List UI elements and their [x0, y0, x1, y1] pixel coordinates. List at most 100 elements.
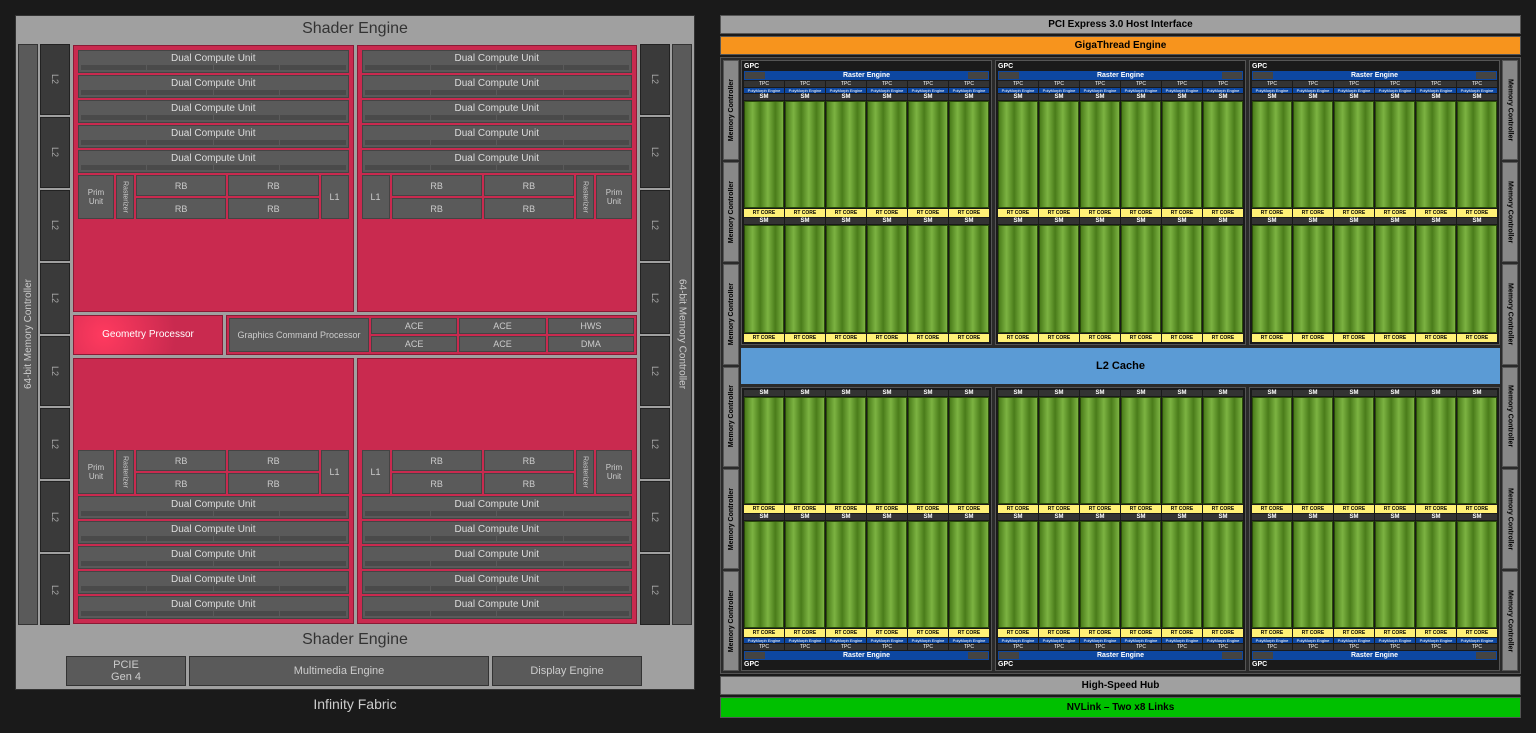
rt-core: RT CORE: [1252, 334, 1292, 342]
polymorph-engine-row: PolyMorph EnginePolyMorph EnginePolyMorp…: [998, 638, 1243, 643]
polymorph-engine: PolyMorph Engine: [1162, 638, 1202, 643]
sm-label: SM: [1080, 94, 1120, 100]
tpc-label: TPC: [1334, 644, 1374, 650]
tpc-label: TPC: [908, 81, 948, 87]
tpc-label: TPC: [867, 644, 907, 650]
sm-label: SM: [908, 390, 948, 396]
cuda-core-column: [1375, 225, 1415, 332]
sm-label: SM: [1162, 94, 1202, 100]
cuda-cores-row: [744, 101, 989, 208]
pcie-gen-4-block: PCIEGen 4: [66, 656, 186, 686]
sm-label-row: SMSMSMSMSMSM: [998, 514, 1243, 520]
sm-label-row: SMSMSMSMSMSM: [1252, 94, 1497, 100]
shader-engine-label-top: Shader Engine: [16, 16, 694, 42]
sm-label: SM: [1203, 514, 1243, 520]
rt-core: RT CORE: [949, 629, 989, 637]
sm-label: SM: [826, 94, 866, 100]
rasterizer: Rasterizer: [576, 450, 594, 494]
prim-unit: PrimUnit: [596, 450, 632, 494]
gpc: GPCRaster EngineTPCTPCTPCTPCTPCTPCPolyMo…: [741, 387, 992, 672]
cuda-cores-row: [1252, 521, 1497, 628]
l2-cache-slice: L2: [640, 44, 670, 115]
tpc-label: TPC: [1203, 644, 1243, 650]
hws-block: HWS: [548, 318, 634, 334]
cuda-cores-row: [1252, 397, 1497, 504]
cuda-core-column: [949, 521, 989, 628]
rt-core: RT CORE: [1416, 505, 1456, 513]
rasterizer: Rasterizer: [576, 175, 594, 219]
ace-block: ACE: [459, 318, 545, 334]
l1-cache: L1: [362, 175, 390, 219]
shader-array: Dual Compute UnitDual Compute UnitDual C…: [73, 45, 354, 312]
sm-label: SM: [1162, 218, 1202, 224]
tpc-label: TPC: [1080, 81, 1120, 87]
tpc-label: TPC: [949, 644, 989, 650]
rt-core: RT CORE: [908, 334, 948, 342]
rt-core: RT CORE: [785, 209, 825, 217]
tpc-label-row: TPCTPCTPCTPCTPCTPC: [744, 644, 989, 650]
sm-label-row: SMSMSMSMSMSM: [998, 94, 1243, 100]
rt-core: RT CORE: [1252, 629, 1292, 637]
tpc-label-row: TPCTPCTPCTPCTPCTPC: [1252, 81, 1497, 87]
gpc-label: GPC: [744, 63, 989, 70]
cuda-core-column: [1375, 397, 1415, 504]
cuda-core-column: [949, 225, 989, 332]
rt-core: RT CORE: [1080, 505, 1120, 513]
tpc-label: TPC: [1416, 644, 1456, 650]
l2-cache-slice: L2: [40, 44, 70, 115]
dual-compute-unit: Dual Compute Unit: [78, 496, 349, 519]
cuda-cores-row: [1252, 225, 1497, 332]
dual-compute-unit: Dual Compute Unit: [362, 125, 633, 148]
cuda-core-column: [1162, 397, 1202, 504]
render-backend: RB: [392, 450, 482, 471]
sm-label: SM: [908, 218, 948, 224]
rt-core: RT CORE: [949, 209, 989, 217]
rt-core: RT CORE: [1162, 505, 1202, 513]
sm-label: SM: [1375, 514, 1415, 520]
rt-core: RT CORE: [744, 505, 784, 513]
cuda-core-column: [826, 101, 866, 208]
polymorph-engine-row: PolyMorph EnginePolyMorph EnginePolyMorp…: [998, 88, 1243, 93]
cuda-core-column: [1162, 225, 1202, 332]
rt-core: RT CORE: [1162, 629, 1202, 637]
sm-label: SM: [1039, 514, 1079, 520]
tpc-label: TPC: [1203, 81, 1243, 87]
sm-label: SM: [785, 390, 825, 396]
sm-label: SM: [826, 218, 866, 224]
rt-core: RT CORE: [785, 334, 825, 342]
polymorph-engine: PolyMorph Engine: [744, 638, 784, 643]
polymorph-engine: PolyMorph Engine: [1203, 638, 1243, 643]
rt-core: RT CORE: [1039, 505, 1079, 513]
rt-core-row: RT CORERT CORERT CORERT CORERT CORERT CO…: [998, 629, 1243, 637]
cuda-core-column: [1416, 225, 1456, 332]
cuda-core-column: [1334, 397, 1374, 504]
render-backend: RB: [228, 450, 318, 471]
render-backend: RB: [228, 473, 318, 494]
cuda-core-column: [908, 521, 948, 628]
rt-core: RT CORE: [998, 334, 1038, 342]
rt-core-row: RT CORERT CORERT CORERT CORERT CORERT CO…: [998, 209, 1243, 217]
render-backend: RB: [392, 473, 482, 494]
amd-center: Dual Compute UnitDual Compute UnitDual C…: [70, 42, 640, 627]
rt-core: RT CORE: [826, 334, 866, 342]
dual-compute-unit: Dual Compute Unit: [362, 150, 633, 173]
dual-compute-unit: Dual Compute Unit: [362, 496, 633, 519]
cuda-core-column: [744, 101, 784, 208]
polymorph-engine: PolyMorph Engine: [998, 638, 1038, 643]
command-processor-row: Geometry Processor Graphics Command Proc…: [73, 315, 637, 355]
polymorph-engine-row: PolyMorph EnginePolyMorph EnginePolyMorp…: [744, 638, 989, 643]
memory-controller-left-1: 64-bit Memory Controller: [18, 44, 38, 625]
tpc-label: TPC: [1375, 81, 1415, 87]
cuda-core-column: [744, 397, 784, 504]
display-engine-block: Display Engine: [492, 656, 642, 686]
pci-express-bar: PCI Express 3.0 Host Interface: [720, 15, 1521, 34]
dual-compute-unit: Dual Compute Unit: [362, 100, 633, 123]
raster-engine: Raster Engine: [1252, 71, 1497, 80]
tpc-label: TPC: [785, 644, 825, 650]
polymorph-engine: PolyMorph Engine: [1375, 88, 1415, 93]
cuda-core-column: [1121, 397, 1161, 504]
l2-cache-slice: L2: [40, 190, 70, 261]
rt-core: RT CORE: [744, 629, 784, 637]
l2-cache-slice: L2: [640, 263, 670, 334]
rt-core-row: RT CORERT CORERT CORERT CORERT CORERT CO…: [1252, 209, 1497, 217]
